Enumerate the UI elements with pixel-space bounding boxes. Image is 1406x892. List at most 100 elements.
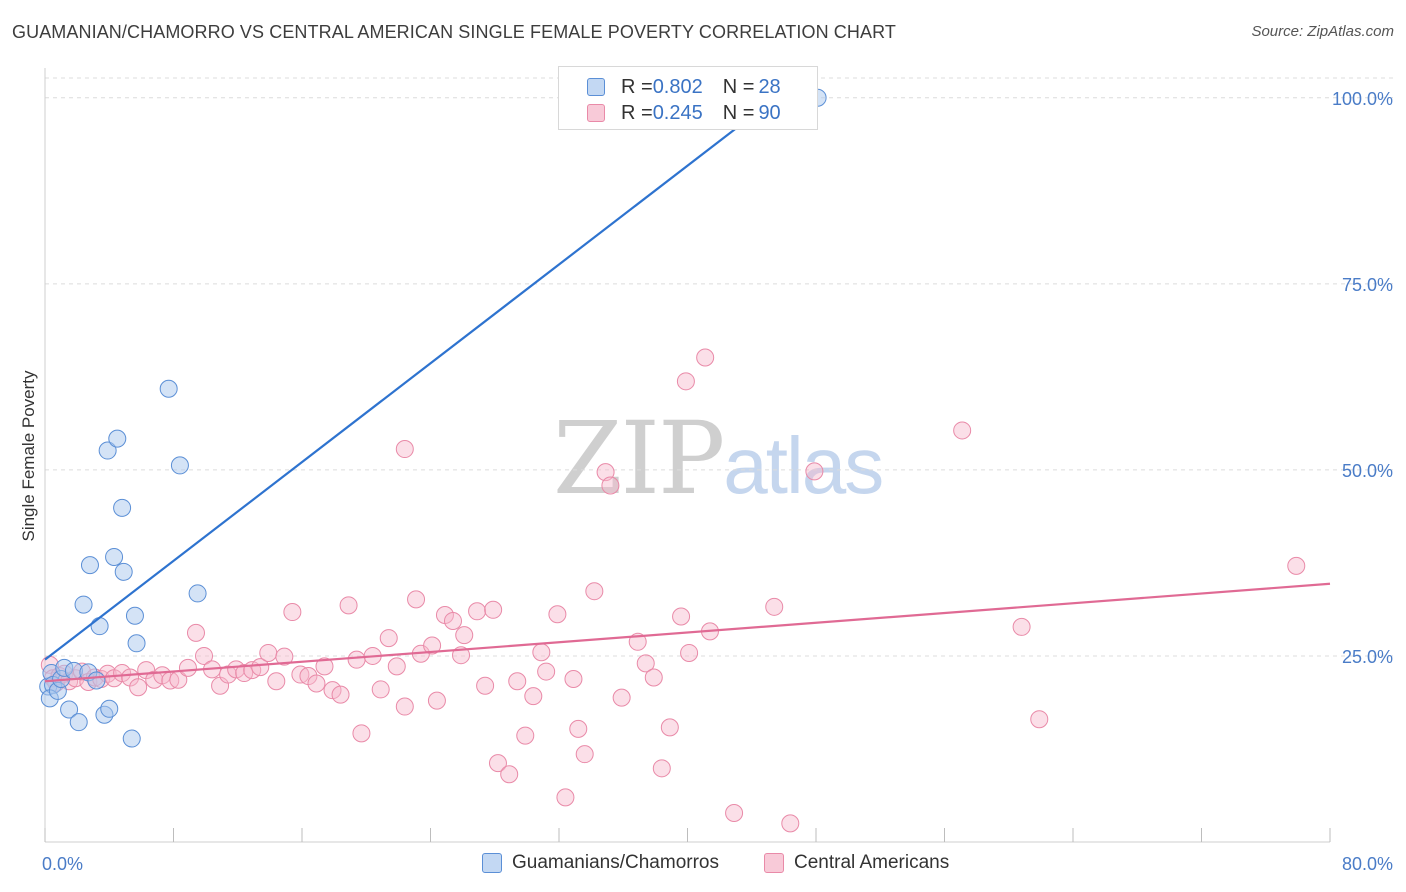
legend-r-value: 0.245 bbox=[652, 101, 703, 124]
central-american-point bbox=[537, 662, 556, 681]
grid-lines bbox=[45, 77, 1394, 657]
guamanian-point bbox=[159, 379, 178, 398]
central-american-point bbox=[725, 803, 744, 822]
guamanian-point bbox=[127, 634, 146, 653]
bottom-legend-swatch-pink bbox=[764, 853, 784, 873]
central-american-point bbox=[1012, 617, 1031, 636]
bottom-legend-guamanians: Guamanians/Chamorros bbox=[482, 852, 719, 874]
central-american-point bbox=[1030, 710, 1049, 729]
central-american-point bbox=[443, 611, 462, 630]
tick-labels: 25.0% 50.0% 75.0% 100.0% 0.0% 80.0% bbox=[42, 89, 1393, 874]
central-american-point bbox=[331, 685, 350, 704]
central-american-point bbox=[953, 421, 972, 440]
y-tick-label: 100.0% bbox=[1332, 89, 1393, 109]
central-american-point bbox=[601, 476, 620, 495]
axes bbox=[44, 68, 1331, 843]
central-american-point bbox=[524, 687, 543, 706]
guamanian-point bbox=[90, 617, 109, 636]
guamanian-point bbox=[80, 556, 99, 575]
legend-row-guamanians: R = 0.802 N = 28 bbox=[587, 74, 781, 100]
central-american-point bbox=[532, 643, 551, 662]
central-american-point bbox=[596, 463, 615, 482]
guamanian-point bbox=[114, 562, 133, 581]
central-american-point bbox=[379, 629, 398, 648]
guamanian-point bbox=[105, 547, 124, 566]
central-american-point bbox=[564, 670, 583, 689]
central-american-point bbox=[548, 605, 567, 624]
guamanian-point bbox=[74, 595, 93, 614]
guamanian-point bbox=[98, 441, 117, 460]
central-american-point bbox=[696, 348, 715, 367]
central-american-point bbox=[427, 691, 446, 710]
central-american-point bbox=[676, 372, 695, 391]
central-american-point bbox=[765, 597, 784, 616]
watermark-atlas: atlas bbox=[723, 421, 884, 510]
trend-lines bbox=[44, 96, 1331, 683]
legend-r-label: R = bbox=[621, 101, 653, 124]
central-american-point bbox=[275, 647, 294, 666]
y-tick-label: 50.0% bbox=[1342, 461, 1393, 481]
bottom-legend-label: Guamanians/Chamorros bbox=[512, 852, 719, 873]
central-american-point bbox=[395, 697, 414, 716]
legend-n-value: 90 bbox=[758, 101, 781, 124]
central-american-point bbox=[575, 745, 594, 764]
central-american-point bbox=[652, 759, 671, 778]
legend-n-label: N = bbox=[722, 75, 755, 98]
central-american-point bbox=[195, 646, 214, 665]
guamanian-point bbox=[125, 606, 144, 625]
guamanian-point bbox=[60, 700, 79, 719]
central-american-point bbox=[339, 596, 358, 615]
watermark-zip: ZIP bbox=[553, 400, 725, 517]
central-american-point bbox=[680, 643, 699, 662]
central-american-point bbox=[259, 643, 278, 662]
central-american-point bbox=[283, 603, 302, 622]
central-american-point bbox=[805, 462, 824, 481]
central-american-point bbox=[781, 814, 800, 833]
bottom-legend-swatch-blue bbox=[482, 853, 502, 873]
legend-r-value: 0.802 bbox=[652, 75, 703, 98]
watermark: ZIPatlas bbox=[553, 400, 884, 517]
central-american-point bbox=[500, 765, 519, 784]
central-american-point bbox=[556, 788, 575, 807]
legend-row-central-americans: R = 0.245 N = 90 bbox=[587, 100, 781, 126]
legend-n-value: 28 bbox=[758, 75, 781, 98]
central-american-point bbox=[178, 658, 197, 677]
central-american-point bbox=[455, 626, 474, 645]
central-american-point bbox=[423, 636, 442, 655]
central-american-point bbox=[371, 680, 390, 699]
legend-swatch-pink bbox=[587, 104, 605, 122]
central-american-point bbox=[129, 678, 148, 697]
central-american-point bbox=[468, 602, 487, 621]
chart-title: GUAMANIAN/CHAMORRO VS CENTRAL AMERICAN S… bbox=[12, 22, 896, 42]
central-american-point bbox=[347, 650, 366, 669]
central-american-point bbox=[387, 657, 406, 676]
central-american-point bbox=[1287, 556, 1306, 575]
central-american-point bbox=[488, 754, 507, 773]
central-american-point bbox=[636, 654, 655, 673]
guamanian-point bbox=[69, 713, 88, 732]
legend-swatch-blue bbox=[587, 78, 605, 96]
central-american-point bbox=[516, 726, 535, 745]
central-american-point bbox=[585, 582, 604, 601]
central-american-point bbox=[612, 688, 631, 707]
central-american-point bbox=[307, 674, 326, 693]
legend-r-label: R = bbox=[621, 75, 653, 98]
guamanian-point bbox=[170, 456, 189, 475]
guamanian-point bbox=[188, 584, 207, 603]
central-american-point bbox=[251, 658, 270, 677]
guamanian-point bbox=[122, 729, 141, 748]
y-tick-label: 75.0% bbox=[1342, 275, 1393, 295]
x-tick-label-max: 80.0% bbox=[1342, 854, 1393, 874]
central-american-point bbox=[267, 672, 286, 691]
x-tick-label-min: 0.0% bbox=[42, 854, 83, 874]
bottom-legend-label: Central Americans bbox=[794, 852, 950, 873]
guamanian-point bbox=[108, 429, 127, 448]
guamanian-point bbox=[100, 699, 119, 718]
central-american-point bbox=[352, 724, 371, 743]
central-american-point bbox=[186, 623, 205, 642]
central-american-point bbox=[644, 668, 663, 687]
legend-n-label: N = bbox=[722, 101, 755, 124]
central-american-point bbox=[395, 440, 414, 459]
guamanian-point bbox=[87, 671, 106, 690]
